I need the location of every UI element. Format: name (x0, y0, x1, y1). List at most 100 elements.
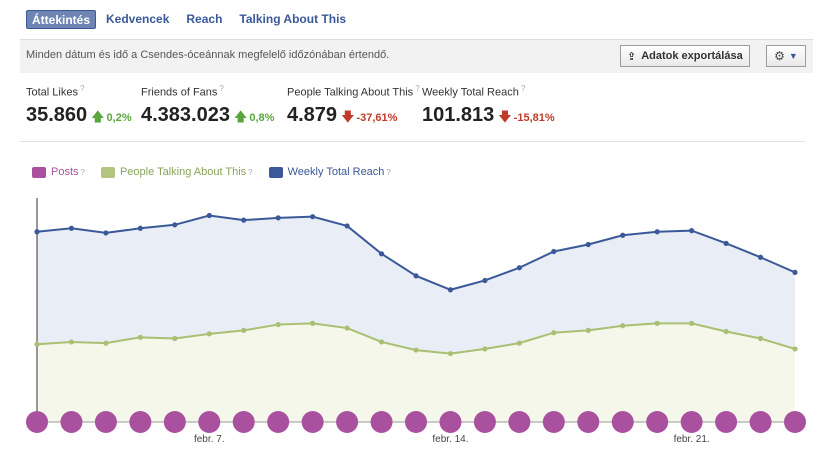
post-marker (749, 411, 772, 433)
timezone-info-bar: Minden dátum és idő a Csendes-óceánnak m… (20, 39, 813, 73)
metric-value: 35.860 (26, 103, 88, 126)
post-marker (26, 411, 48, 433)
reach-point (344, 223, 350, 229)
talking-point (757, 335, 764, 342)
reach-point (757, 254, 764, 260)
chevron-down-icon: ▼ (788, 51, 798, 61)
tab-talking-about-this[interactable]: Talking About This (239, 11, 347, 26)
reach-point (378, 251, 385, 257)
x-tick-label: febr. 7. (194, 434, 225, 445)
metric-change: -37,61% (356, 111, 398, 124)
talking-point (34, 341, 40, 347)
legend-label: Posts (51, 166, 79, 178)
metric-value: 4.383.023 (141, 103, 230, 126)
post-marker (473, 411, 496, 433)
legend-swatch (32, 166, 46, 178)
legend-posts[interactable]: Posts? (32, 166, 85, 178)
legend-swatch (268, 166, 283, 178)
reach-point (482, 277, 488, 284)
talking-point (620, 323, 626, 329)
trend-up-icon: 🡅 (91, 108, 105, 124)
trend-down-icon: 🡇 (341, 108, 355, 124)
legend-label: People Talking About This (119, 166, 247, 178)
reach-point (447, 287, 454, 293)
reach-point (792, 269, 798, 275)
reach-point (137, 225, 143, 231)
reach-point (413, 273, 419, 279)
reach-point (585, 241, 591, 248)
talking-point (344, 325, 350, 331)
reach-point (68, 225, 75, 231)
chart-legend: Posts? People Talking About This? Weekly… (32, 166, 407, 178)
post-marker (646, 411, 669, 433)
reach-point (723, 240, 729, 246)
metric-total-likes: Total Likes? 35.860 🡅 0,2% (26, 84, 132, 130)
metric-label: Total Likes (26, 86, 78, 99)
talking-point (137, 334, 143, 340)
insights-chart: febr. 7. febr. 14. febr. 21. (26, 198, 806, 445)
talking-point (585, 327, 591, 333)
talking-point (103, 340, 109, 346)
talking-point (482, 346, 488, 352)
post-marker (611, 411, 634, 433)
metric-value: 101.813 (422, 103, 495, 126)
help-icon[interactable]: ? (79, 84, 85, 93)
help-icon: ? (386, 167, 391, 177)
x-tick-label: febr. 21. (674, 434, 710, 445)
reach-point (34, 229, 40, 235)
post-marker (715, 411, 738, 433)
reach-point (206, 212, 212, 219)
post-marker (336, 411, 359, 433)
talking-point (447, 350, 454, 357)
post-marker (60, 411, 83, 433)
metric-change: 0,8% (249, 111, 275, 124)
tab-favorites[interactable]: Kedvencek (106, 11, 170, 26)
reach-point (551, 248, 557, 255)
help-icon[interactable]: ? (415, 84, 420, 93)
tab-reach[interactable]: Reach (186, 11, 223, 26)
metric-people-talking: People Talking About This? 4.879 🡇 -37,6… (287, 84, 420, 130)
post-marker (577, 411, 600, 433)
metric-value: 4.879 (287, 103, 338, 126)
metric-change: 0,2% (106, 111, 132, 124)
tab-overview[interactable]: Áttekintés (26, 9, 97, 29)
reach-point (103, 230, 109, 236)
talking-point (275, 321, 281, 328)
post-marker (680, 411, 703, 433)
tab-bar: Áttekintés Kedvencek Reach Talking About… (26, 9, 363, 29)
talking-point (68, 339, 75, 345)
talking-point (516, 340, 522, 346)
help-icon[interactable]: ? (520, 84, 526, 93)
metric-weekly-reach: Weekly Total Reach? 101.813 🡇 -15,81% (422, 84, 555, 130)
post-marker (232, 411, 255, 433)
talking-point (654, 320, 660, 326)
legend-weekly-reach[interactable]: Weekly Total Reach? (268, 166, 391, 178)
legend-swatch (100, 166, 115, 178)
post-marker (542, 411, 565, 433)
export-icon: ⇪ (627, 50, 637, 63)
reach-point (654, 229, 660, 235)
post-marker (163, 411, 186, 433)
talking-point (206, 331, 212, 337)
legend-people-talking[interactable]: People Talking About This? (100, 166, 253, 178)
help-icon[interactable]: ? (219, 84, 224, 93)
talking-point (551, 330, 557, 336)
talking-point (378, 339, 385, 345)
export-data-button[interactable]: ⇪ Adatok exportálása (620, 45, 750, 67)
reach-point (689, 228, 695, 234)
settings-dropdown-button[interactable]: ⚙ ▼ (766, 45, 806, 67)
talking-point (723, 328, 729, 335)
metric-label: People Talking About This (287, 86, 414, 99)
talking-point (413, 347, 419, 353)
gear-icon: ⚙ (774, 49, 785, 63)
post-marker (301, 411, 324, 433)
talking-point (310, 320, 316, 326)
talking-point (792, 346, 798, 352)
trend-down-icon: 🡇 (498, 108, 512, 124)
post-marker (508, 411, 531, 433)
divider (20, 141, 805, 142)
help-icon: ? (80, 167, 85, 177)
reach-point (241, 217, 247, 223)
metric-label: Friends of Fans (141, 86, 218, 99)
talking-area (37, 323, 795, 422)
